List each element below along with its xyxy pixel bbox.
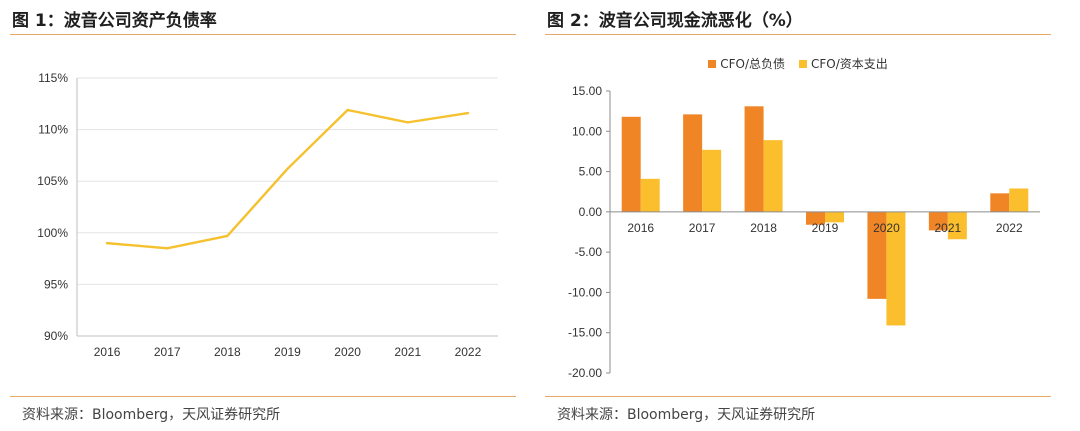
left-chart-title: 图 1：波音公司资产负债率 [12,11,217,31]
data-point [406,121,409,124]
legend-swatch-cfo-capex [799,59,807,68]
y-tick-label: 0.00 [579,205,603,219]
bar-cfo-capex [1009,188,1029,212]
x-tick-label: 2020 [334,345,361,359]
x-tick-label: 2021 [935,221,962,235]
y-tick-label: 105% [37,174,68,188]
bar-cfo-capex [763,140,783,212]
y-tick-label: 100% [37,226,68,240]
bar-cfo-total-debt [928,211,948,231]
right-chart-title: 图 2：波音公司现金流恶化（%） [547,11,803,31]
bar-cfo-total-debt [621,116,641,212]
data-point [466,111,470,115]
right-title-divider [545,34,1051,35]
left-chart-source: 资料来源：Bloomberg，天风证券研究所 [22,407,281,423]
bar-cfo-total-debt [744,106,764,212]
left-chart-panel: 图 1：波音公司资产负债率 90% 95% 100% 105% 110% 115% 2016… [10,0,530,431]
data-point [286,167,289,171]
bar-cfo-capex [886,211,906,326]
y-tick-label: -20.00 [568,366,602,380]
y-tick-label: -10.00 [568,285,602,299]
x-tick-label: 2016 [94,345,121,359]
bar-cfo-total-debt [806,211,825,225]
x-tick-label: 2019 [274,345,301,359]
x-tick-label: 2020 [873,221,900,235]
y-tick-label: 90% [44,329,68,343]
x-tick-label: 2019 [812,221,839,235]
x-tick-label: 2022 [996,221,1023,235]
bar-chart-legend: CFO/总负债 CFO/资本支出 [545,55,1051,72]
bar-cfo-capex [640,178,660,212]
right-chart-source: 资料来源：Bloomberg，天风证券研究所 [557,407,816,423]
left-footer-divider [10,396,516,397]
bar-cfo-capex [947,211,967,240]
legend-label-cfo-capex: CFO/资本支出 [811,57,888,71]
x-tick-label: 2018 [214,345,241,359]
x-tick-label: 2017 [154,345,181,359]
y-tick-label: 15.00 [572,84,602,98]
right-footer-divider [545,396,1051,397]
y-tick-label: 110% [38,123,68,137]
x-tick-label: 2021 [394,345,421,359]
bar-cfo-capex [702,149,722,212]
data-point [226,234,229,238]
legend-label-cfo-total-debt: CFO/总负债 [720,57,785,71]
y-tick-label: 10.00 [572,124,602,138]
data-point [346,108,349,112]
bar-cfo-total-debt [867,211,887,299]
y-tick-label: 115% [38,71,68,85]
y-tick-label: -15.00 [568,326,602,340]
legend-swatch-cfo-total-debt [708,59,717,68]
legend-item-cfo-total-debt: CFO/总负债 [708,55,785,72]
x-tick-label: 2018 [750,221,777,235]
series-line-debt-ratio [105,108,470,250]
bar-chart: -20.00 -15.00 -10.00 -5.00 0.00 5.00 10.00 15.0… [568,84,1040,380]
x-tick-label: 2022 [455,345,482,359]
x-tick-label: 2016 [627,221,654,235]
bar-cfo-capex [825,211,844,223]
bar-cfo-total-debt [990,193,1010,212]
bar-cfo-total-debt [683,114,703,212]
line-chart: 90% 95% 100% 105% 110% 115% 2016 2017 2018 2019 20… [37,71,498,359]
y-tick-label: 5.00 [579,165,603,179]
y-tick-label: -5.00 [575,245,603,259]
left-title-divider [10,34,516,35]
right-chart-panel: 图 2：波音公司现金流恶化（%） CFO/总负债 CFO/资本支出 -20.00… [545,0,1065,431]
x-tick-label: 2017 [689,221,716,235]
y-tick-label: 95% [44,277,68,291]
data-point [105,241,109,245]
legend-item-cfo-capex: CFO/资本支出 [799,55,888,72]
data-point [166,247,169,250]
